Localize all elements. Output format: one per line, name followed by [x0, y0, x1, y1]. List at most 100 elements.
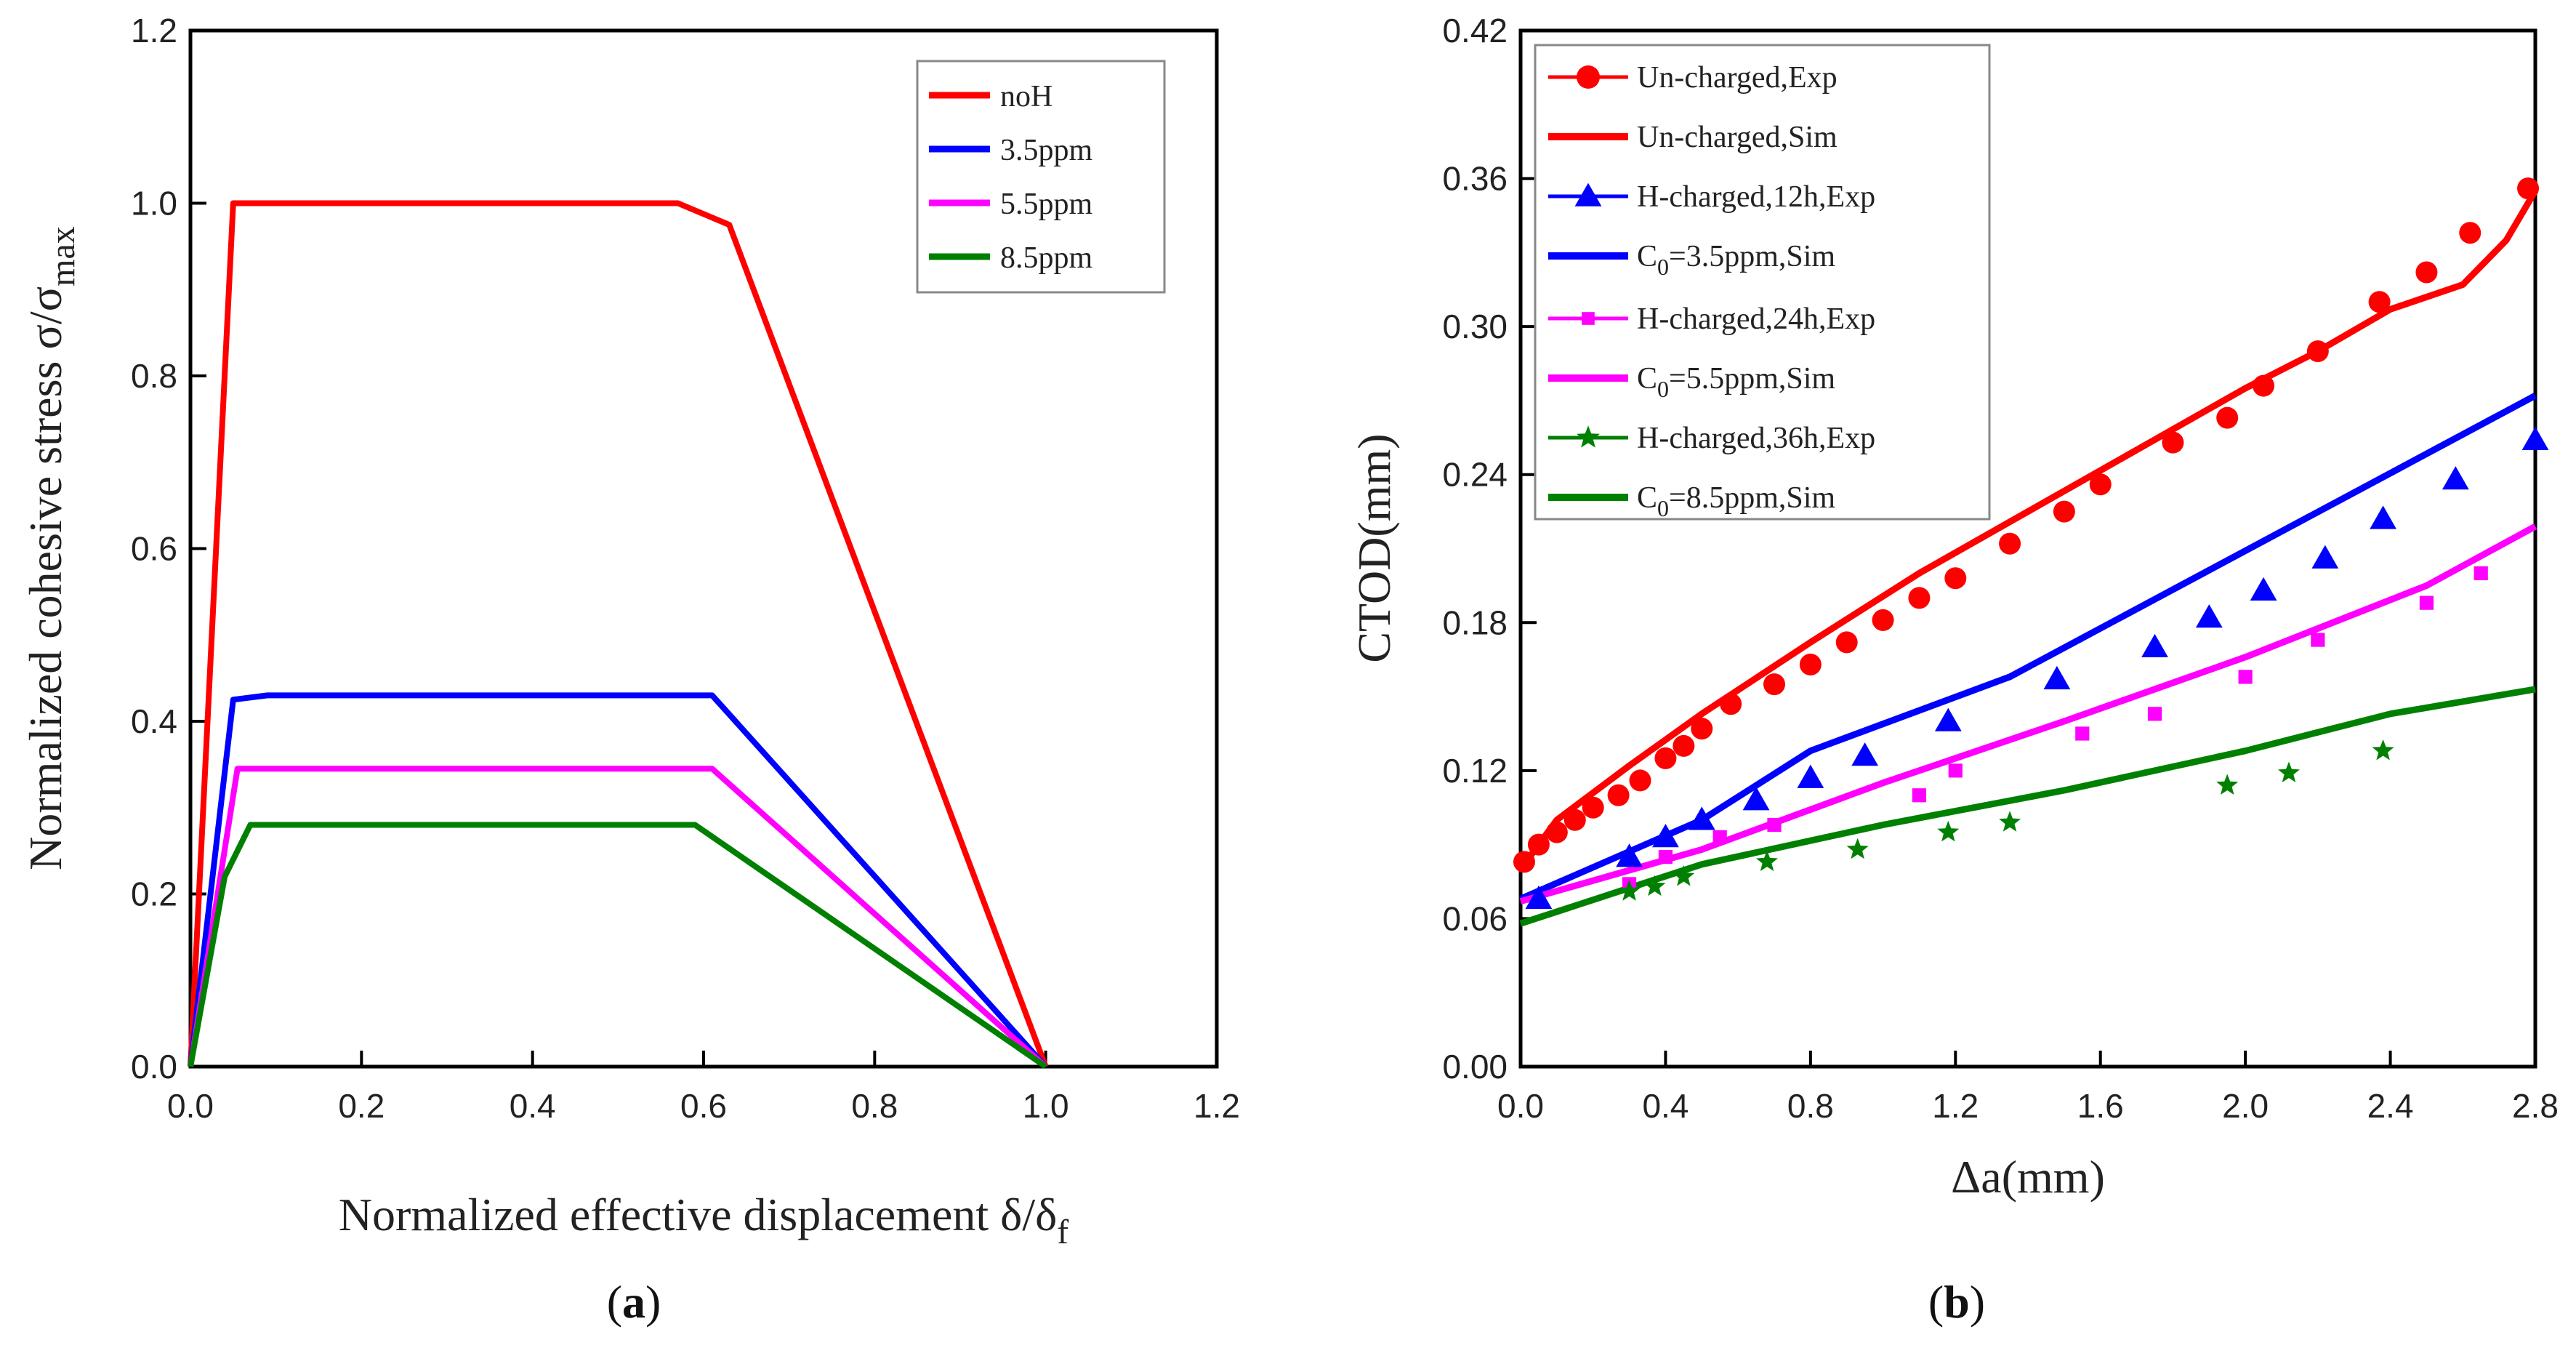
x-tick-label: 1.2 [1194, 1087, 1240, 1125]
panel-b-ticks: 0.0 0.4 0.8 1.2 1.6 2.0 2.4 2.8 0.00 0.06 0.12 0.18… [1442, 12, 2559, 1125]
series-line-un-charged-sim [1518, 189, 2538, 872]
panel-a-lines [188, 200, 1049, 1070]
data-point-circle [1720, 693, 1742, 715]
series-line-8-5ppm [188, 822, 1047, 1070]
data-point-circle [2089, 473, 2112, 496]
x-tick-label: 0.8 [1787, 1087, 1834, 1125]
data-point-circle [1527, 833, 1550, 856]
panel-a-ticks: 0.0 0.2 0.4 0.6 0.8 1.0 1.2 0.0 0.2 0.4 0.6 0.8 1.0 1… [131, 12, 1240, 1125]
x-tick-label: 0.6 [680, 1087, 727, 1125]
data-point-circle [1799, 653, 1822, 675]
data-point-circle [1607, 784, 1630, 806]
legend-label: C0=3.5ppm,Sim [1637, 240, 1835, 280]
panel-b-caption: (b) [1928, 1276, 1985, 1328]
data-point-circle [1582, 796, 1604, 819]
data-point-star [2278, 761, 2300, 782]
data-point-triangle [1688, 806, 1715, 830]
data-point-square [1712, 830, 1727, 845]
data-point-circle [2459, 222, 2482, 244]
data-point-triangle [1525, 885, 1553, 910]
series-line-c0-5-5ppm-sim [1519, 523, 2537, 905]
data-point-circle [1545, 821, 1568, 843]
x-tick-label: 0.4 [1642, 1087, 1689, 1125]
panel-b-legend: Un-charged,Exp Un-charged,Sim H-charged,12… [1534, 44, 1991, 521]
y-tick-label: 0.18 [1442, 603, 1508, 641]
data-point-star [1618, 880, 1641, 901]
data-point-circle [2415, 261, 2438, 284]
legend-marker [1574, 182, 1602, 206]
data-point-circle [1763, 673, 1785, 696]
x-tick-label: 1.0 [1023, 1087, 1069, 1125]
x-tick-label: 0.0 [1497, 1087, 1544, 1125]
data-point-triangle [2370, 505, 2396, 529]
data-point-circle [2216, 406, 2239, 429]
series-line-c0-8-5ppm-sim [1519, 686, 2536, 927]
data-point-triangle [2195, 604, 2223, 628]
data-point-star [1937, 820, 1960, 842]
data-point-circle [1835, 631, 1858, 654]
y-tick-label: 0.06 [1442, 899, 1508, 937]
data-point-star [1999, 811, 2021, 832]
x-tick-label: 0.0 [167, 1087, 214, 1125]
x-tick-label: 2.4 [2367, 1087, 2414, 1125]
data-point-circle [2306, 340, 2329, 363]
y-tick-label: 0.6 [131, 530, 177, 568]
panel-b-plot-frame [1518, 28, 2537, 1069]
legend-marker [1577, 65, 1600, 89]
data-point-square [2075, 726, 2090, 741]
x-tick-label: 0.8 [851, 1087, 898, 1125]
data-point-star [1846, 838, 1869, 859]
data-point-triangle [2521, 426, 2549, 451]
legend-label: H-charged,12h,Exp [1637, 180, 1875, 214]
legend-label: H-charged,24h,Exp [1637, 302, 1875, 336]
legend-label: C0=5.5ppm,Sim [1637, 362, 1835, 402]
y-tick-label: 0.12 [1442, 752, 1508, 790]
panel-a: 0.0 0.2 0.4 0.6 0.8 1.0 1.2 0.0 0.2 0.4 0.6 0.8 1.0 1… [20, 12, 1240, 1328]
y-tick-label: 0.2 [131, 875, 177, 913]
y-tick-label: 1.0 [131, 185, 177, 222]
data-point-star [1673, 865, 1695, 886]
series-line-c0-3-5ppm-sim [1519, 393, 2537, 902]
data-point-circle [1654, 747, 1677, 769]
panel-b-xlabel: Δa(mm) [1951, 1151, 2105, 1203]
series-line-5-5ppm [188, 766, 1048, 1069]
y-tick-label: 0.36 [1442, 160, 1508, 198]
data-point-square [2147, 707, 2162, 721]
data-point-square [1767, 817, 1782, 833]
panel-a-caption: (a) [607, 1276, 661, 1328]
data-point-square [1912, 788, 1927, 803]
data-point-circle [2162, 431, 2184, 454]
y-tick-label: 0.24 [1442, 456, 1508, 494]
panel-a-legend: noH 3.5ppm 5.5ppm 8.5ppm [916, 60, 1166, 294]
legend-label: Un-charged,Sim [1637, 121, 1838, 154]
legend-label: noH [1000, 80, 1052, 113]
legend-label: Un-charged,Exp [1637, 61, 1838, 95]
data-point-circle [1908, 587, 1931, 609]
data-point-triangle [1934, 707, 1962, 731]
y-tick-label: 0.30 [1442, 308, 1508, 345]
series-line-3-5ppm [188, 692, 1048, 1069]
legend-label: 5.5ppm [1000, 188, 1093, 221]
x-tick-label: 0.4 [510, 1087, 556, 1125]
panel-a-ylabel: Normalized cohesive stress σ/σmax [20, 226, 82, 870]
data-point-triangle [2141, 633, 2168, 658]
y-tick-label: 1.2 [131, 12, 177, 49]
data-point-star [2372, 739, 2394, 761]
x-tick-label: 0.2 [338, 1087, 385, 1125]
data-point-triangle [2442, 466, 2469, 490]
x-tick-label: 1.2 [1932, 1087, 1979, 1125]
data-point-circle [1629, 769, 1651, 792]
x-tick-label: 2.0 [2222, 1087, 2269, 1125]
legend-label: 8.5ppm [1000, 241, 1093, 275]
legend-marker [1577, 425, 1600, 448]
data-point-circle [2053, 500, 2075, 523]
data-point-triangle [2311, 545, 2339, 569]
data-point-square [1658, 850, 1673, 864]
series-line-noh [188, 200, 1049, 1068]
data-point-circle [2253, 374, 2275, 397]
data-point-circle [1944, 567, 1967, 590]
data-point-triangle [1851, 742, 1879, 766]
data-point-triangle [1742, 787, 1770, 811]
legend-label: H-charged,36h,Exp [1637, 422, 1875, 455]
